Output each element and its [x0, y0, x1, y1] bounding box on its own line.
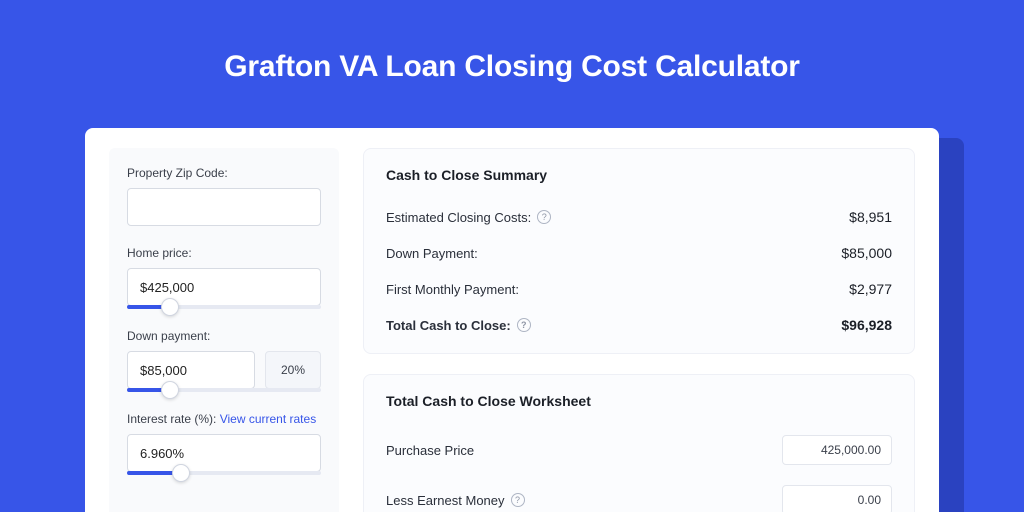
- summary-row-down-payment: Down Payment: $85,000: [386, 235, 892, 271]
- summary-value: $8,951: [849, 209, 892, 225]
- zip-input[interactable]: [127, 188, 321, 226]
- down-payment-slider-thumb[interactable]: [161, 381, 179, 399]
- field-down-payment: Down payment: 20%: [127, 329, 321, 392]
- home-price-slider[interactable]: [127, 305, 321, 309]
- interest-rate-label: Interest rate (%): View current rates: [127, 412, 321, 426]
- down-payment-label: Down payment:: [127, 329, 321, 343]
- down-payment-pct-label: 20%: [281, 363, 305, 377]
- down-payment-slider[interactable]: [127, 388, 321, 392]
- home-price-input[interactable]: [127, 268, 321, 306]
- summary-title: Cash to Close Summary: [386, 167, 892, 183]
- calculator-card: Property Zip Code: Home price: Down paym…: [85, 128, 939, 512]
- worksheet-row-purchase-price: Purchase Price: [386, 425, 892, 475]
- interest-rate-slider-thumb[interactable]: [172, 464, 190, 482]
- help-icon[interactable]: ?: [517, 318, 531, 332]
- summary-row-first-monthly: First Monthly Payment: $2,977: [386, 271, 892, 307]
- summary-value: $96,928: [841, 317, 892, 333]
- help-icon[interactable]: ?: [537, 210, 551, 224]
- down-payment-input[interactable]: [127, 351, 255, 389]
- field-zip: Property Zip Code:: [127, 166, 321, 226]
- interest-rate-label-text: Interest rate (%):: [127, 412, 220, 426]
- summary-label: Estimated Closing Costs:: [386, 210, 531, 225]
- zip-label: Property Zip Code:: [127, 166, 321, 180]
- worksheet-row-earnest-money: Less Earnest Money ?: [386, 475, 892, 512]
- worksheet-input-purchase-price[interactable]: [782, 435, 892, 465]
- worksheet-label: Purchase Price: [386, 443, 474, 458]
- summary-row-total-cash: Total Cash to Close: ? $96,928: [386, 307, 892, 343]
- home-price-label: Home price:: [127, 246, 321, 260]
- interest-rate-slider[interactable]: [127, 471, 321, 475]
- help-icon[interactable]: ?: [511, 493, 525, 507]
- worksheet-panel: Total Cash to Close Worksheet Purchase P…: [363, 374, 915, 512]
- summary-label: Total Cash to Close:: [386, 318, 511, 333]
- page-title: Grafton VA Loan Closing Cost Calculator: [0, 0, 1024, 114]
- summary-value: $2,977: [849, 281, 892, 297]
- worksheet-input-earnest-money[interactable]: [782, 485, 892, 512]
- worksheet-title: Total Cash to Close Worksheet: [386, 393, 892, 409]
- page-root: Grafton VA Loan Closing Cost Calculator …: [0, 0, 1024, 512]
- home-price-slider-thumb[interactable]: [161, 298, 179, 316]
- summary-label: First Monthly Payment:: [386, 282, 519, 297]
- summary-row-closing-costs: Estimated Closing Costs: ? $8,951: [386, 199, 892, 235]
- summary-label: Down Payment:: [386, 246, 478, 261]
- interest-rate-input[interactable]: [127, 434, 321, 472]
- view-rates-link[interactable]: View current rates: [220, 412, 317, 426]
- field-home-price: Home price:: [127, 246, 321, 309]
- field-interest-rate: Interest rate (%): View current rates: [127, 412, 321, 475]
- worksheet-label: Less Earnest Money: [386, 493, 505, 508]
- down-payment-pct-chip[interactable]: 20%: [265, 351, 321, 389]
- summary-value: $85,000: [841, 245, 892, 261]
- results-column: Cash to Close Summary Estimated Closing …: [363, 148, 915, 512]
- summary-panel: Cash to Close Summary Estimated Closing …: [363, 148, 915, 354]
- input-sidebar: Property Zip Code: Home price: Down paym…: [109, 148, 339, 512]
